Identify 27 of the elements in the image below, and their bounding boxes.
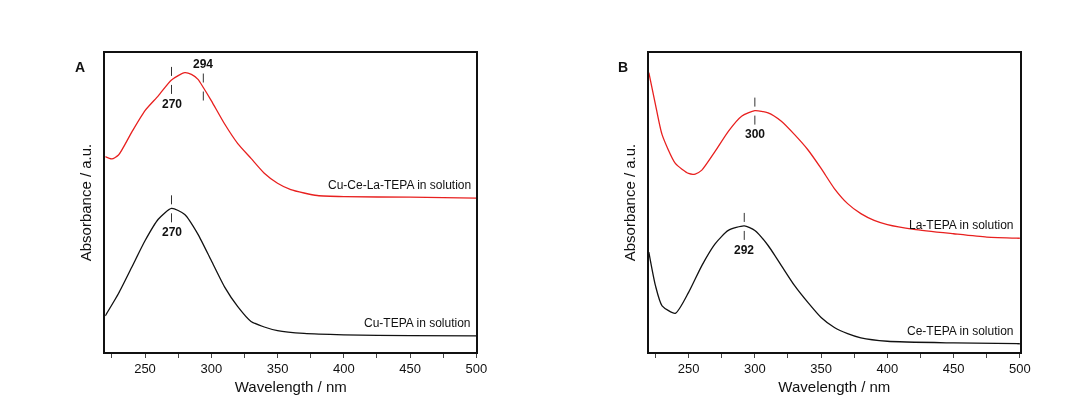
annotation: 300 xyxy=(745,127,766,141)
x-tick-label: 450 xyxy=(942,361,965,377)
x-tick-label: 400 xyxy=(332,361,355,377)
annotation: 270 xyxy=(162,97,183,111)
annotation: 270 xyxy=(162,225,183,239)
series-label: Ce-TEPA in solution xyxy=(907,324,1014,338)
x-axis-title: Wavelength / nm xyxy=(778,377,891,395)
series-label: Cu-TEPA in solution xyxy=(364,316,471,330)
y-axis-title: Absorbance / a.u. xyxy=(620,143,638,262)
x-tick-label: 350 xyxy=(266,361,289,377)
x-tick-label: 250 xyxy=(134,361,156,377)
annotation: 294 xyxy=(193,57,214,71)
chart-title: A xyxy=(75,59,86,75)
annotation: 292 xyxy=(734,243,755,257)
series-label: La-TEPA in solution xyxy=(909,218,1014,232)
x-tick-label: 350 xyxy=(810,361,832,377)
x-tick-label: 300 xyxy=(200,361,223,377)
x-tick-label: 250 xyxy=(677,361,700,377)
x-tick-label: 400 xyxy=(876,361,899,377)
series-label: Cu-Ce-La-TEPA in solution xyxy=(328,178,472,192)
x-tick-label: 450 xyxy=(399,361,421,377)
chart-title: B xyxy=(618,59,629,75)
x-tick-label: 300 xyxy=(744,361,766,377)
y-axis-title: Absorbance / a.u. xyxy=(77,143,95,262)
x-axis-title: Wavelength / nm xyxy=(234,377,347,395)
x-tick-label: 500 xyxy=(465,361,488,377)
x-tick-label: 500 xyxy=(1009,361,1031,377)
